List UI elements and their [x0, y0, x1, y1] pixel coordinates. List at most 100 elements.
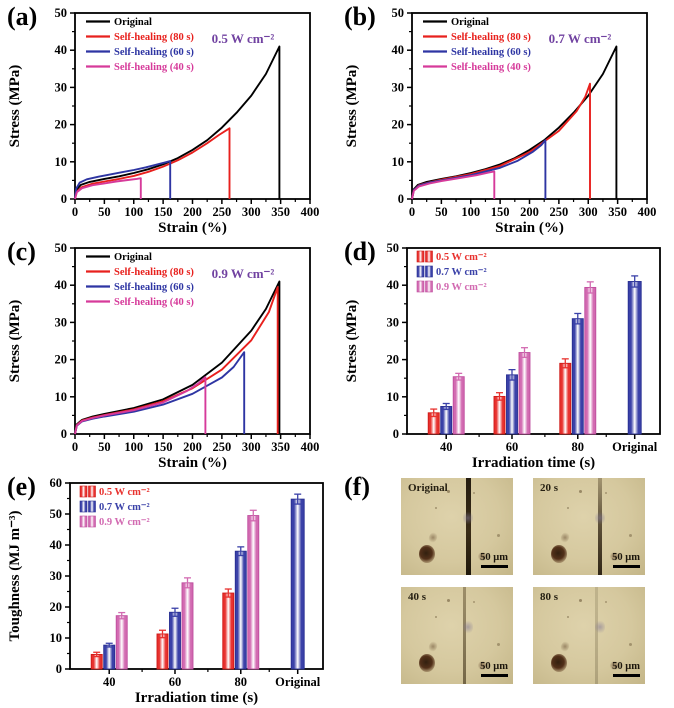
scale-bar	[612, 565, 640, 568]
svg-text:50: 50	[435, 205, 448, 219]
svg-text:20: 20	[55, 353, 68, 367]
debris-smudge	[462, 619, 473, 634]
svg-text:60: 60	[169, 675, 182, 689]
svg-text:Stress (MPa): Stress (MPa)	[344, 65, 360, 148]
svg-text:0: 0	[61, 192, 67, 206]
svg-text:200: 200	[520, 205, 539, 219]
scale-bar-label: 50 μm	[480, 661, 508, 672]
svg-text:0: 0	[72, 440, 78, 454]
svg-text:300: 300	[242, 440, 261, 454]
micrograph-label: 80 s	[540, 591, 559, 603]
svg-text:50: 50	[55, 241, 68, 255]
crack-line	[597, 478, 602, 575]
svg-text:150: 150	[491, 205, 510, 219]
scale-bar	[480, 674, 508, 677]
svg-text:100: 100	[124, 440, 143, 454]
svg-text:150: 150	[154, 205, 173, 219]
scale-bar-label: 50 μm	[612, 661, 640, 672]
svg-text:40: 40	[55, 278, 68, 292]
speck	[566, 507, 569, 510]
svg-text:200: 200	[183, 440, 202, 454]
svg-text:400: 400	[638, 205, 657, 219]
svg-text:350: 350	[271, 205, 290, 219]
micrograph-original: Original 50 μm	[401, 478, 513, 575]
debris-blob	[550, 653, 567, 672]
svg-text:350: 350	[608, 205, 627, 219]
svg-text:Original: Original	[114, 17, 152, 28]
panel-letter-d: (d)	[344, 237, 376, 266]
speck	[629, 534, 633, 538]
svg-text:20: 20	[392, 118, 405, 132]
chart-stress-bars: 0 10 20 30 40 50 Irradiation time (s) Stress (M…	[344, 241, 661, 470]
svg-text:Stress (MPa): Stress (MPa)	[7, 300, 23, 383]
scale-bar-label: 50 μm	[480, 552, 508, 563]
svg-text:Self-healing (80 s): Self-healing (80 s)	[114, 267, 194, 278]
svg-text:50: 50	[50, 507, 63, 521]
debris-smudge	[559, 531, 571, 545]
debris-dot	[478, 660, 488, 670]
svg-text:10: 10	[55, 155, 68, 169]
svg-text:80: 80	[235, 675, 248, 689]
micrograph-label: Original	[408, 482, 448, 494]
svg-text:Strain (%): Strain (%)	[158, 455, 227, 470]
svg-text:100: 100	[461, 205, 480, 219]
speck	[578, 598, 582, 602]
debris-dot	[610, 551, 620, 561]
svg-text:20: 20	[387, 353, 400, 367]
svg-text:20: 20	[50, 600, 63, 614]
svg-text:400: 400	[301, 440, 320, 454]
panel-a-stress-strain-0.5W: (a) 0 10 20 30 40 50 Strain (%) Stress (MPa) 0 50…	[0, 0, 337, 235]
panel-c-stress-strain-0.9W: (c) 0 10 20 30 40 50 Strain (%) Stress (MPa) 0 50…	[0, 235, 337, 470]
speck	[446, 598, 450, 602]
micrograph-80s: 80 s 50 μm	[533, 587, 645, 684]
svg-text:Self-healing (80 s): Self-healing (80 s)	[451, 32, 531, 43]
chart-stress-strain-0.7W: 0 10 20 30 40 50 Strain (%) Stress (MPa) 0 50 100 1…	[344, 6, 657, 235]
svg-text:50: 50	[98, 205, 111, 219]
panel-letter-a: (a)	[7, 2, 38, 31]
scale-bar-group: 50 μm	[612, 661, 640, 677]
svg-text:100: 100	[124, 205, 143, 219]
speck	[566, 616, 569, 619]
scale-bar-group: 50 μm	[480, 552, 508, 568]
svg-text:0: 0	[72, 205, 78, 219]
svg-text:0.5 W cm⁻²: 0.5 W cm⁻²	[212, 31, 275, 46]
debris-smudge	[594, 510, 605, 525]
crack-line	[594, 587, 598, 684]
svg-text:Irradiation time (s): Irradiation time (s)	[135, 690, 258, 706]
panel-f-micrographs: (f) Original 50 μm 20 s	[337, 470, 674, 708]
debris-smudge	[462, 510, 473, 525]
micrograph-40s: 40 s 50 μm	[401, 587, 513, 684]
svg-text:Self-healing (40 s): Self-healing (40 s)	[114, 62, 194, 73]
svg-text:10: 10	[50, 631, 63, 645]
svg-text:0.9 W cm⁻²: 0.9 W cm⁻²	[99, 517, 150, 528]
scale-bar-group: 50 μm	[480, 661, 508, 677]
panel-letter-e: (e)	[7, 472, 36, 501]
speck	[446, 489, 450, 493]
svg-text:20: 20	[55, 118, 68, 132]
crack-line	[465, 478, 471, 575]
debris-smudge	[427, 531, 439, 545]
svg-text:30: 30	[50, 569, 63, 583]
svg-text:300: 300	[579, 205, 598, 219]
micrograph-20s: 20 s 50 μm	[533, 478, 645, 575]
svg-text:Original: Original	[114, 252, 152, 263]
svg-text:0: 0	[409, 205, 415, 219]
svg-text:80: 80	[572, 440, 585, 454]
svg-text:Stress (MPa): Stress (MPa)	[344, 300, 360, 383]
svg-text:Self-healing (60 s): Self-healing (60 s)	[451, 47, 531, 58]
svg-text:60: 60	[50, 476, 63, 490]
speck	[434, 507, 437, 510]
speck	[629, 643, 633, 647]
svg-text:0: 0	[61, 427, 67, 441]
svg-text:350: 350	[271, 440, 290, 454]
svg-text:300: 300	[242, 205, 261, 219]
svg-text:30: 30	[55, 315, 68, 329]
svg-text:Self-healing (60 s): Self-healing (60 s)	[114, 47, 194, 58]
svg-text:Self-healing (60 s): Self-healing (60 s)	[114, 282, 194, 293]
svg-text:40: 40	[50, 538, 63, 552]
speck	[604, 491, 607, 494]
svg-text:50: 50	[55, 6, 68, 20]
panel-letter-c: (c)	[7, 237, 36, 266]
svg-text:Original: Original	[451, 17, 489, 28]
